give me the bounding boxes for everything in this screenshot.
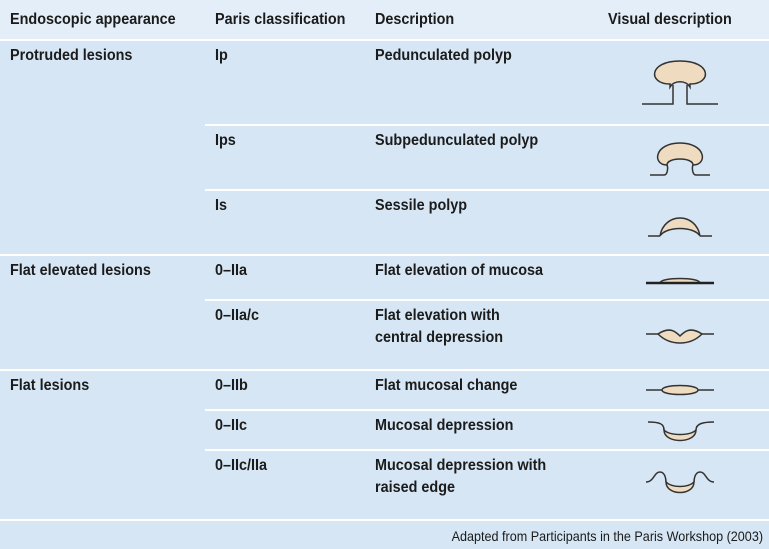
section-divider bbox=[0, 254, 769, 256]
row-divider bbox=[205, 124, 769, 126]
header-cell: Description bbox=[375, 11, 455, 28]
description: Flat elevation of mucosa bbox=[375, 262, 544, 279]
row-divider bbox=[205, 449, 769, 451]
paris-class: Ip bbox=[215, 47, 228, 64]
group-label: Protruded lesions bbox=[10, 47, 133, 64]
description: Flat mucosal change bbox=[375, 377, 518, 394]
visual-icon bbox=[640, 198, 720, 248]
visual-icon bbox=[640, 410, 720, 460]
description: Flat elevation with bbox=[375, 307, 500, 324]
icon-svg bbox=[647, 421, 715, 442]
row-divider bbox=[205, 189, 769, 191]
visual-icon bbox=[640, 133, 720, 183]
header-cell: Endoscopic appearance bbox=[10, 11, 176, 28]
description: Sessile polyp bbox=[375, 197, 468, 214]
description: Pedunculated polyp bbox=[375, 47, 512, 64]
row-divider bbox=[205, 299, 769, 301]
icon-svg bbox=[646, 329, 714, 344]
icon-svg bbox=[642, 59, 718, 105]
description: Mucosal depression with bbox=[375, 457, 547, 474]
description: raised edge bbox=[375, 479, 456, 496]
group-label: Flat lesions bbox=[10, 377, 90, 394]
icon-svg bbox=[646, 384, 714, 396]
header-bg bbox=[0, 0, 769, 40]
footer-note: Adapted from Participants in the Paris W… bbox=[451, 528, 763, 544]
visual-icon bbox=[640, 58, 720, 108]
description: central depression bbox=[375, 329, 504, 346]
visual-icon bbox=[640, 370, 720, 420]
group-label: Flat elevated lesions bbox=[10, 262, 151, 279]
paris-class: 0–IIb bbox=[215, 377, 248, 394]
paris-class: 0–IIc/IIa bbox=[215, 457, 268, 474]
icon-svg bbox=[650, 141, 710, 176]
paris-class: 0–IIc bbox=[215, 417, 248, 434]
description: Mucosal depression bbox=[375, 417, 514, 434]
paris-class: Is bbox=[215, 197, 228, 214]
description: Subpedunculated polyp bbox=[375, 132, 539, 149]
header-cell: Visual description bbox=[608, 11, 732, 28]
visual-icon bbox=[640, 310, 720, 360]
icon-svg bbox=[646, 277, 714, 285]
icon-svg bbox=[648, 216, 712, 237]
section-divider bbox=[0, 369, 769, 371]
icon-svg bbox=[645, 471, 715, 494]
section-divider bbox=[0, 39, 769, 41]
header-cell: Paris classification bbox=[215, 11, 346, 28]
section-divider bbox=[0, 519, 769, 521]
visual-icon bbox=[640, 460, 720, 510]
paris-class: Ips bbox=[215, 132, 236, 149]
row-divider bbox=[205, 409, 769, 411]
paris-class: 0–IIa bbox=[215, 262, 248, 279]
paris-class: 0–IIa/c bbox=[215, 307, 260, 324]
visual-icon bbox=[640, 255, 720, 305]
